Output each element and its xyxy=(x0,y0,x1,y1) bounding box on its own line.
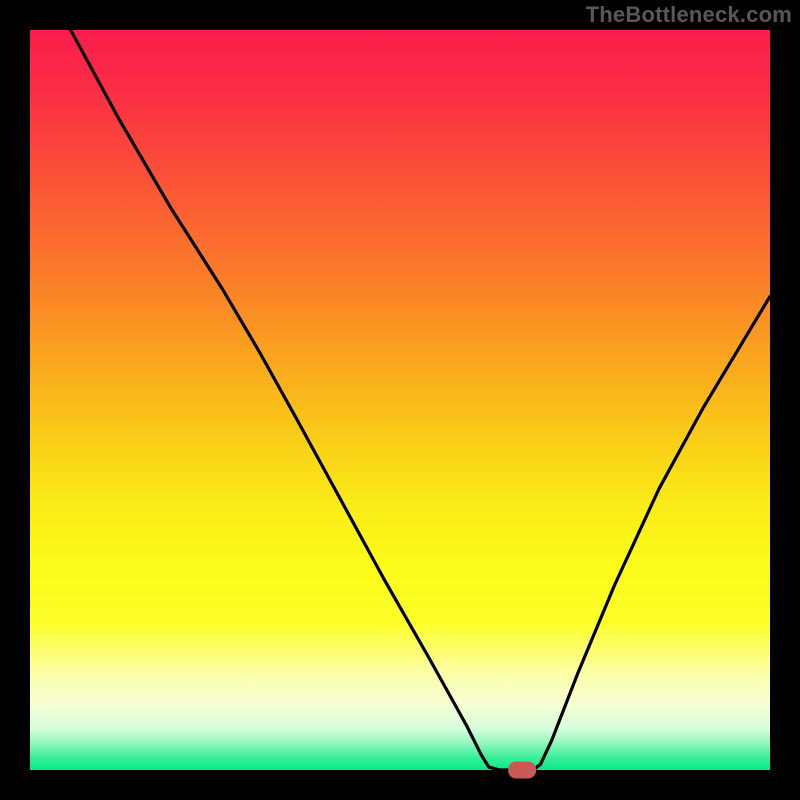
optimum-marker xyxy=(508,762,536,779)
chart-svg xyxy=(0,0,800,800)
watermark-text: TheBottleneck.com xyxy=(586,2,792,28)
plot-area xyxy=(30,30,770,770)
chart-frame: TheBottleneck.com xyxy=(0,0,800,800)
